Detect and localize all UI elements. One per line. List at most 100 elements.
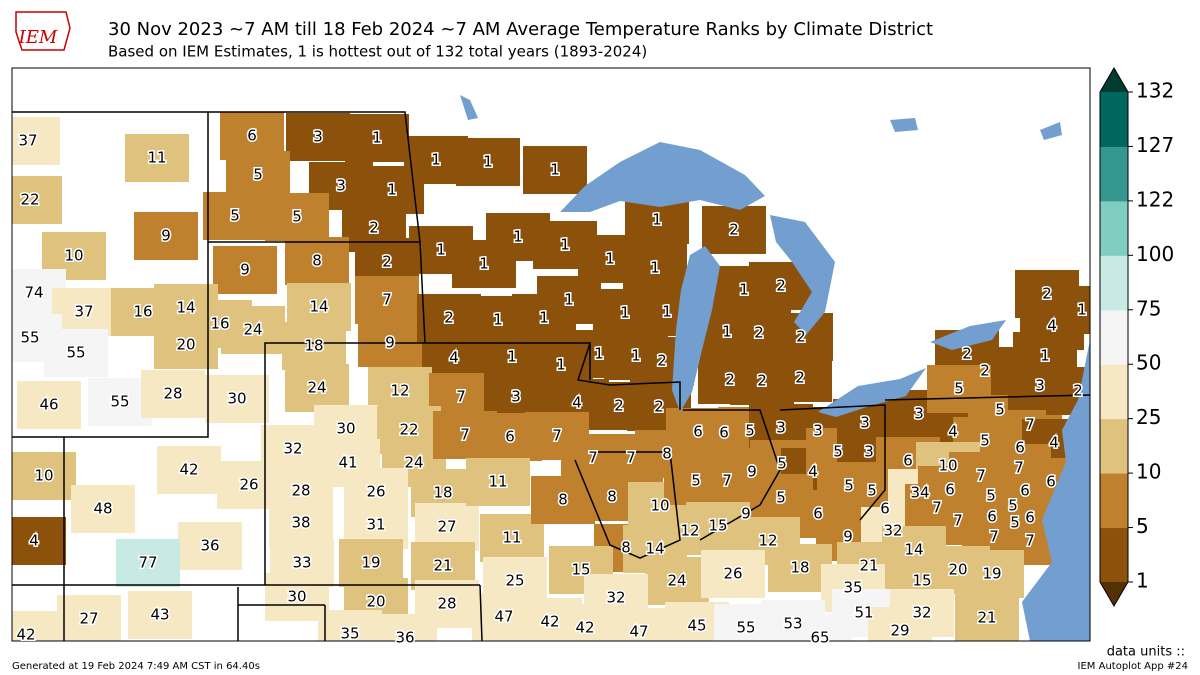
colorbar-bin	[1100, 418, 1128, 474]
district	[17, 381, 81, 429]
district-rank: 1	[507, 348, 517, 366]
district-rank: 1	[722, 323, 732, 341]
district-rank: 11	[502, 529, 521, 547]
district-rank: 18	[790, 559, 809, 577]
ocean	[1022, 340, 1090, 641]
district	[868, 607, 932, 641]
district-rank: 5	[954, 380, 964, 398]
district-rank: 3	[813, 422, 823, 440]
logo: IEM	[15, 11, 71, 51]
district-rank: 15	[912, 572, 931, 590]
district-rank: 20	[366, 593, 385, 611]
district	[355, 276, 419, 324]
district-rank: 36	[200, 537, 219, 555]
colorbar-tick-label: 132	[1136, 79, 1174, 103]
district-rank: 4	[29, 532, 39, 550]
district-rank: 10	[938, 457, 957, 475]
district-rank: 2	[729, 221, 739, 239]
district-rank: 30	[227, 390, 246, 408]
district	[702, 206, 766, 254]
district-rank: 8	[558, 491, 568, 509]
subtitle: Based on IEM Estimates, 1 is hottest out…	[108, 43, 647, 61]
district-rank: 14	[645, 540, 664, 558]
district-rank: 7	[626, 449, 636, 467]
district-rank: 4	[948, 423, 958, 441]
district-rank: 19	[361, 554, 380, 572]
district	[205, 375, 269, 423]
colorbar-over	[1100, 68, 1128, 92]
district-rank: 1	[620, 304, 630, 322]
district-rank: 1	[605, 250, 615, 268]
district-rank: 74	[24, 284, 43, 302]
district-rank: 3	[313, 128, 323, 146]
district-rank: 2	[776, 277, 786, 295]
lake-huron	[770, 215, 835, 335]
colorbar-tick-label: 50	[1136, 351, 1161, 375]
district	[12, 517, 66, 565]
district-rank: 21	[977, 609, 996, 627]
footer-left: Generated at 19 Feb 2024 7:49 AM CST in …	[12, 661, 260, 672]
district	[960, 550, 1024, 598]
district-rank: 45	[687, 617, 706, 635]
district-rank: 35	[340, 625, 359, 643]
district	[373, 614, 437, 641]
district-rank: 1	[564, 291, 574, 309]
district-rank: 5	[1008, 497, 1018, 515]
district	[955, 594, 1019, 641]
district-rank: 12	[680, 522, 699, 540]
district-rank: 4	[449, 349, 459, 367]
district-rank: 6	[719, 424, 729, 442]
district-rank: 10	[64, 247, 83, 265]
district-rank: 3	[1035, 377, 1045, 395]
district	[157, 446, 221, 494]
district-rank: 7	[1025, 416, 1035, 434]
district-rank: 6	[813, 505, 823, 523]
district	[553, 604, 617, 641]
district-rank: 2	[614, 397, 624, 415]
district-rank: 20	[176, 336, 195, 354]
colorbar-bin	[1100, 255, 1128, 311]
district-rank: 24	[404, 454, 423, 472]
district-rank: 14	[309, 298, 328, 316]
district-rank: 2	[444, 309, 454, 327]
district-rank: 5	[776, 489, 786, 507]
district-rank: 30	[287, 588, 306, 606]
district-rank: 10	[34, 467, 53, 485]
district	[701, 550, 765, 598]
district-rank: 20	[948, 561, 967, 579]
lake-michigan	[672, 246, 720, 412]
district	[12, 611, 58, 641]
district-rank: 1	[560, 236, 570, 254]
district-rank: 6	[505, 428, 515, 446]
district-rank: 5	[745, 422, 755, 440]
district-rank: 7	[722, 472, 732, 490]
district-rank: 5	[867, 482, 877, 500]
district-rank: 3	[914, 405, 924, 423]
district-rank: 2	[1042, 285, 1052, 303]
colorbar-under	[1100, 582, 1128, 606]
district-rank: 4	[572, 394, 582, 412]
district-rank: 5	[833, 443, 843, 461]
district	[134, 212, 198, 260]
district-rank: 53	[783, 615, 802, 633]
district-rank: 1	[739, 281, 749, 299]
district-rank: 2	[795, 369, 805, 387]
district-rank: 2	[654, 398, 664, 416]
district-rank: 4	[808, 463, 818, 481]
map-frame	[11, 67, 1091, 642]
district-rank: 1	[431, 151, 441, 169]
district-rank: 28	[437, 595, 456, 613]
district-rank: 37	[74, 303, 93, 321]
district-rank: 4	[1047, 317, 1057, 335]
small-lakes	[460, 95, 1062, 140]
district-rank: 36	[395, 629, 414, 647]
district-rank: 32	[912, 604, 931, 622]
units-label: data units ::	[1107, 645, 1185, 660]
district	[282, 322, 346, 370]
district-rank: 5	[980, 432, 990, 450]
district	[178, 522, 242, 570]
district-rank: 42	[179, 461, 198, 479]
district	[226, 151, 290, 199]
district-rank: 10	[650, 497, 669, 515]
